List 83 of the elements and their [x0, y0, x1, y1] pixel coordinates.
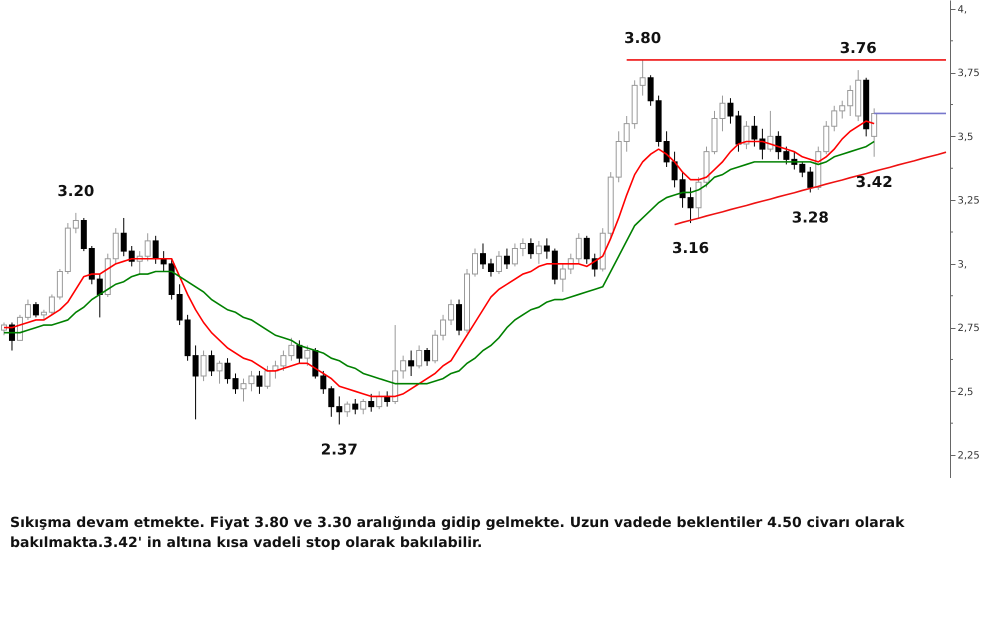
annotation: 3.16: [672, 239, 710, 258]
candlestick: [520, 238, 526, 257]
candlestick: [264, 365, 270, 390]
candlestick: [280, 350, 286, 372]
candlestick: [472, 248, 478, 278]
candlestick: [664, 130, 670, 168]
y-tick-label: 3,: [958, 259, 968, 270]
candlestick: [496, 250, 502, 275]
annotation: 3.76: [840, 39, 877, 58]
candlestick: [544, 238, 550, 260]
candlestick: [288, 337, 294, 362]
candlestick: [328, 386, 334, 418]
candlestick: [48, 294, 55, 316]
candlestick: [440, 314, 446, 341]
candlestick: [727, 98, 734, 124]
candlestick: [560, 263, 566, 292]
candlestick: [72, 212, 79, 234]
candlestick: [743, 120, 750, 150]
annotation: 2.37: [320, 440, 358, 458]
candlestick: [360, 398, 366, 415]
y-tick-label: 3,75: [958, 68, 980, 80]
candlestick: [152, 235, 159, 264]
candlestick: [839, 100, 846, 120]
candlestick: [376, 390, 382, 410]
candlestick: [799, 161, 806, 178]
candlestick: [648, 74, 654, 106]
y-tick-label: 2,25: [958, 450, 980, 462]
annotation: 3.28: [792, 208, 829, 226]
y-tick-label: 4,: [958, 4, 968, 16]
candlestick: [680, 172, 686, 208]
annotation: 3.20: [57, 182, 94, 200]
y-tick-label: 2,5: [958, 386, 974, 398]
candlestick: [871, 108, 878, 158]
candlestick: [400, 355, 406, 380]
candlestick: [208, 350, 215, 377]
candlestick: [408, 350, 414, 377]
candlestick: [32, 302, 39, 318]
candlestick: [240, 378, 246, 402]
candlestick: [672, 151, 678, 188]
candlestick: [719, 95, 726, 132]
candlestick: [480, 242, 486, 270]
candlestick: [536, 240, 542, 264]
candlestick: [488, 258, 494, 278]
candlestick: [232, 372, 239, 394]
candlestick: [224, 358, 231, 384]
text: Sıkışma devam etmekte. Fiyat 3.80 ve 3.30 aralığında gidip gelmekte. Uzun vadede beklentiler 4.50 civarı olarak bakılmakta.3.42' in altına kısa vadeli stop olarak bakılabilir.: [10, 514, 906, 553]
candlestick: [512, 242, 518, 267]
candlestick: [751, 115, 758, 148]
y-tick-label: 2,75: [958, 323, 980, 334]
candlestick: [336, 396, 342, 425]
candlestick: [847, 84, 854, 116]
line-series: [674, 151, 947, 226]
candlestick: [192, 344, 199, 420]
candlestick: [256, 370, 262, 394]
annotation: 3.42: [856, 172, 893, 191]
candlestick: [688, 186, 694, 224]
candlestick: [144, 232, 151, 262]
candlestick: [120, 217, 127, 257]
candlestick: [304, 344, 310, 366]
candlestick: [504, 248, 510, 270]
candlestick: [783, 146, 790, 165]
candlestick: [96, 274, 103, 318]
candlestick: [24, 299, 31, 320]
candlestick: [248, 370, 254, 392]
candlestick: [40, 309, 47, 320]
candlestick: [320, 370, 326, 394]
candlestick: [807, 166, 814, 193]
candlestick: [200, 350, 207, 382]
y-tick-label: 3,25: [958, 196, 980, 207]
candlestick: [296, 340, 302, 364]
y-tick-label: 3,5: [958, 132, 974, 143]
candlestick: [352, 398, 358, 415]
candlestick: [624, 115, 630, 152]
annotation: 3.80: [624, 28, 662, 47]
candlestick: [448, 299, 454, 326]
candlestick: [528, 238, 534, 260]
candlestick: [416, 344, 422, 369]
candlestick: [424, 347, 430, 366]
candlestick: [344, 401, 350, 418]
candlestick: [640, 59, 646, 96]
candlestick: [368, 393, 374, 412]
candlestick: [576, 232, 582, 264]
candlestick: [216, 360, 223, 384]
